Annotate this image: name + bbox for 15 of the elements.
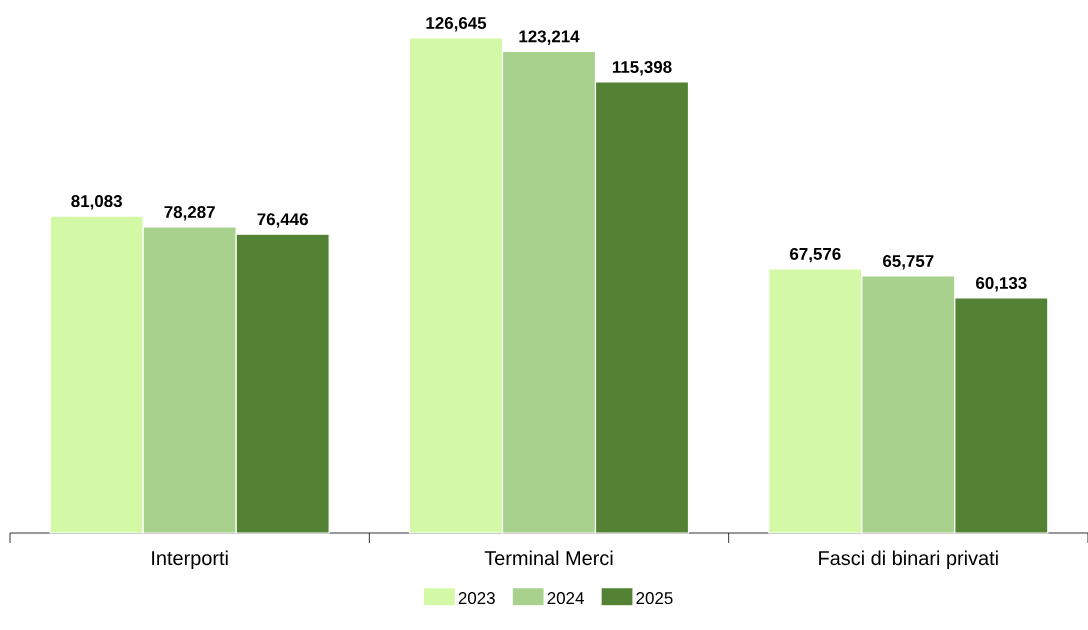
data-label: 76,446 <box>257 213 308 228</box>
x-tick-label: Interporti <box>152 550 228 570</box>
data-label: 78,287 <box>164 206 215 221</box>
data-label: 65,757 <box>883 255 934 270</box>
x-tick-label: Fasci di binari privati <box>819 550 998 570</box>
data-label: 60,133 <box>976 276 1027 292</box>
legend-label: 2024 <box>547 592 584 605</box>
legend-label: 2023 <box>458 592 495 605</box>
data-label: 123,214 <box>519 30 580 45</box>
x-tick-label: Terminal Merci <box>484 550 613 566</box>
data-label: 67,576 <box>790 247 841 263</box>
data-label: 126,645 <box>426 17 487 32</box>
data-label: 81,083 <box>71 195 122 210</box>
legend-label: 2025 <box>636 592 673 605</box>
data-label: 115,398 <box>612 60 672 76</box>
